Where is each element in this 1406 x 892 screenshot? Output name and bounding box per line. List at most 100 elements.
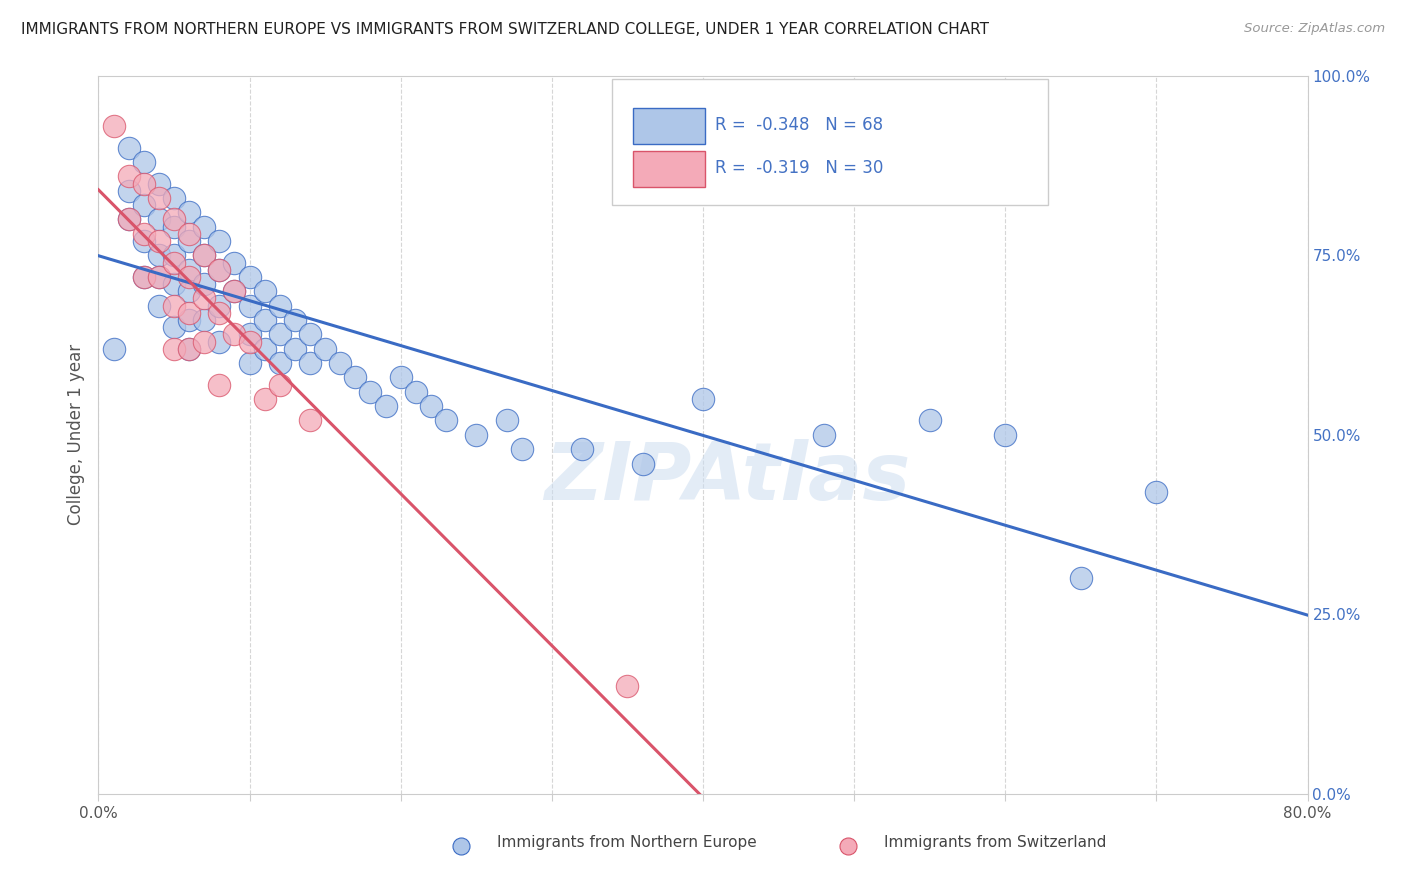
Text: R =  -0.319   N = 30: R = -0.319 N = 30 xyxy=(716,159,883,177)
Point xyxy=(208,234,231,248)
Point xyxy=(132,227,155,241)
Text: Immigrants from Northern Europe: Immigrants from Northern Europe xyxy=(498,835,758,850)
Point xyxy=(132,177,155,191)
Point xyxy=(374,399,396,413)
Point xyxy=(1144,485,1167,500)
Point xyxy=(208,262,231,277)
Point xyxy=(179,306,201,320)
Point xyxy=(253,313,276,327)
Point xyxy=(224,255,246,269)
Point xyxy=(1070,571,1092,585)
Point xyxy=(420,399,443,413)
Point xyxy=(118,169,141,184)
Point xyxy=(163,212,186,227)
Y-axis label: College, Under 1 year: College, Under 1 year xyxy=(66,344,84,525)
FancyBboxPatch shape xyxy=(613,79,1047,205)
Point xyxy=(193,277,215,291)
Point xyxy=(179,313,201,327)
Point xyxy=(813,427,835,442)
Point xyxy=(284,313,307,327)
Point xyxy=(434,413,457,427)
Point xyxy=(163,248,186,262)
Text: Source: ZipAtlas.com: Source: ZipAtlas.com xyxy=(1244,22,1385,36)
Point xyxy=(148,269,170,284)
Point xyxy=(389,370,412,384)
Point xyxy=(540,838,562,853)
Text: IMMIGRANTS FROM NORTHERN EUROPE VS IMMIGRANTS FROM SWITZERLAND COLLEGE, UNDER 1 : IMMIGRANTS FROM NORTHERN EUROPE VS IMMIG… xyxy=(21,22,988,37)
Point xyxy=(510,442,533,457)
Point xyxy=(163,277,186,291)
Point xyxy=(299,327,322,342)
Point xyxy=(253,392,276,406)
Point xyxy=(103,119,125,133)
Point xyxy=(344,370,367,384)
Point xyxy=(148,248,170,262)
Point xyxy=(224,285,246,299)
Point xyxy=(208,377,231,392)
Point xyxy=(148,212,170,227)
Point xyxy=(179,234,201,248)
Point xyxy=(208,306,231,320)
Point xyxy=(163,191,186,205)
Point xyxy=(269,356,291,370)
Point xyxy=(239,269,262,284)
FancyBboxPatch shape xyxy=(633,152,706,187)
Point xyxy=(1024,838,1046,853)
Point xyxy=(918,413,941,427)
Point xyxy=(571,442,593,457)
Point xyxy=(132,234,155,248)
Point xyxy=(994,427,1017,442)
Point xyxy=(284,342,307,356)
Point xyxy=(692,392,714,406)
Point xyxy=(118,212,141,227)
Point xyxy=(179,285,201,299)
Point xyxy=(179,269,201,284)
Point xyxy=(132,198,155,212)
Point xyxy=(103,342,125,356)
Point xyxy=(193,248,215,262)
Point xyxy=(299,413,322,427)
Point xyxy=(132,269,155,284)
Point xyxy=(208,299,231,313)
Point xyxy=(314,342,336,356)
Point xyxy=(208,334,231,349)
FancyBboxPatch shape xyxy=(633,108,706,144)
Point xyxy=(239,327,262,342)
Point xyxy=(132,269,155,284)
Point xyxy=(163,342,186,356)
Point xyxy=(239,356,262,370)
Point xyxy=(132,155,155,169)
Point xyxy=(163,299,186,313)
Point xyxy=(148,191,170,205)
Point xyxy=(405,384,427,399)
Point xyxy=(163,320,186,334)
Point xyxy=(193,313,215,327)
Point xyxy=(193,292,215,306)
Point xyxy=(148,234,170,248)
Point xyxy=(118,184,141,198)
Point xyxy=(616,679,638,693)
Point xyxy=(179,227,201,241)
Point xyxy=(495,413,517,427)
Point xyxy=(360,384,382,399)
Point xyxy=(269,299,291,313)
Point xyxy=(329,356,352,370)
Point xyxy=(253,342,276,356)
Point xyxy=(239,299,262,313)
Point xyxy=(163,255,186,269)
Point xyxy=(118,212,141,227)
Point xyxy=(224,327,246,342)
Point xyxy=(239,334,262,349)
Point xyxy=(224,285,246,299)
Point xyxy=(118,140,141,155)
Point xyxy=(179,342,201,356)
Point xyxy=(193,248,215,262)
Text: Immigrants from Switzerland: Immigrants from Switzerland xyxy=(884,835,1107,850)
Point xyxy=(179,205,201,219)
Point xyxy=(299,356,322,370)
Point xyxy=(631,457,654,471)
Text: R =  -0.348   N = 68: R = -0.348 N = 68 xyxy=(716,116,883,134)
Point xyxy=(179,342,201,356)
Point xyxy=(148,299,170,313)
Point xyxy=(269,377,291,392)
